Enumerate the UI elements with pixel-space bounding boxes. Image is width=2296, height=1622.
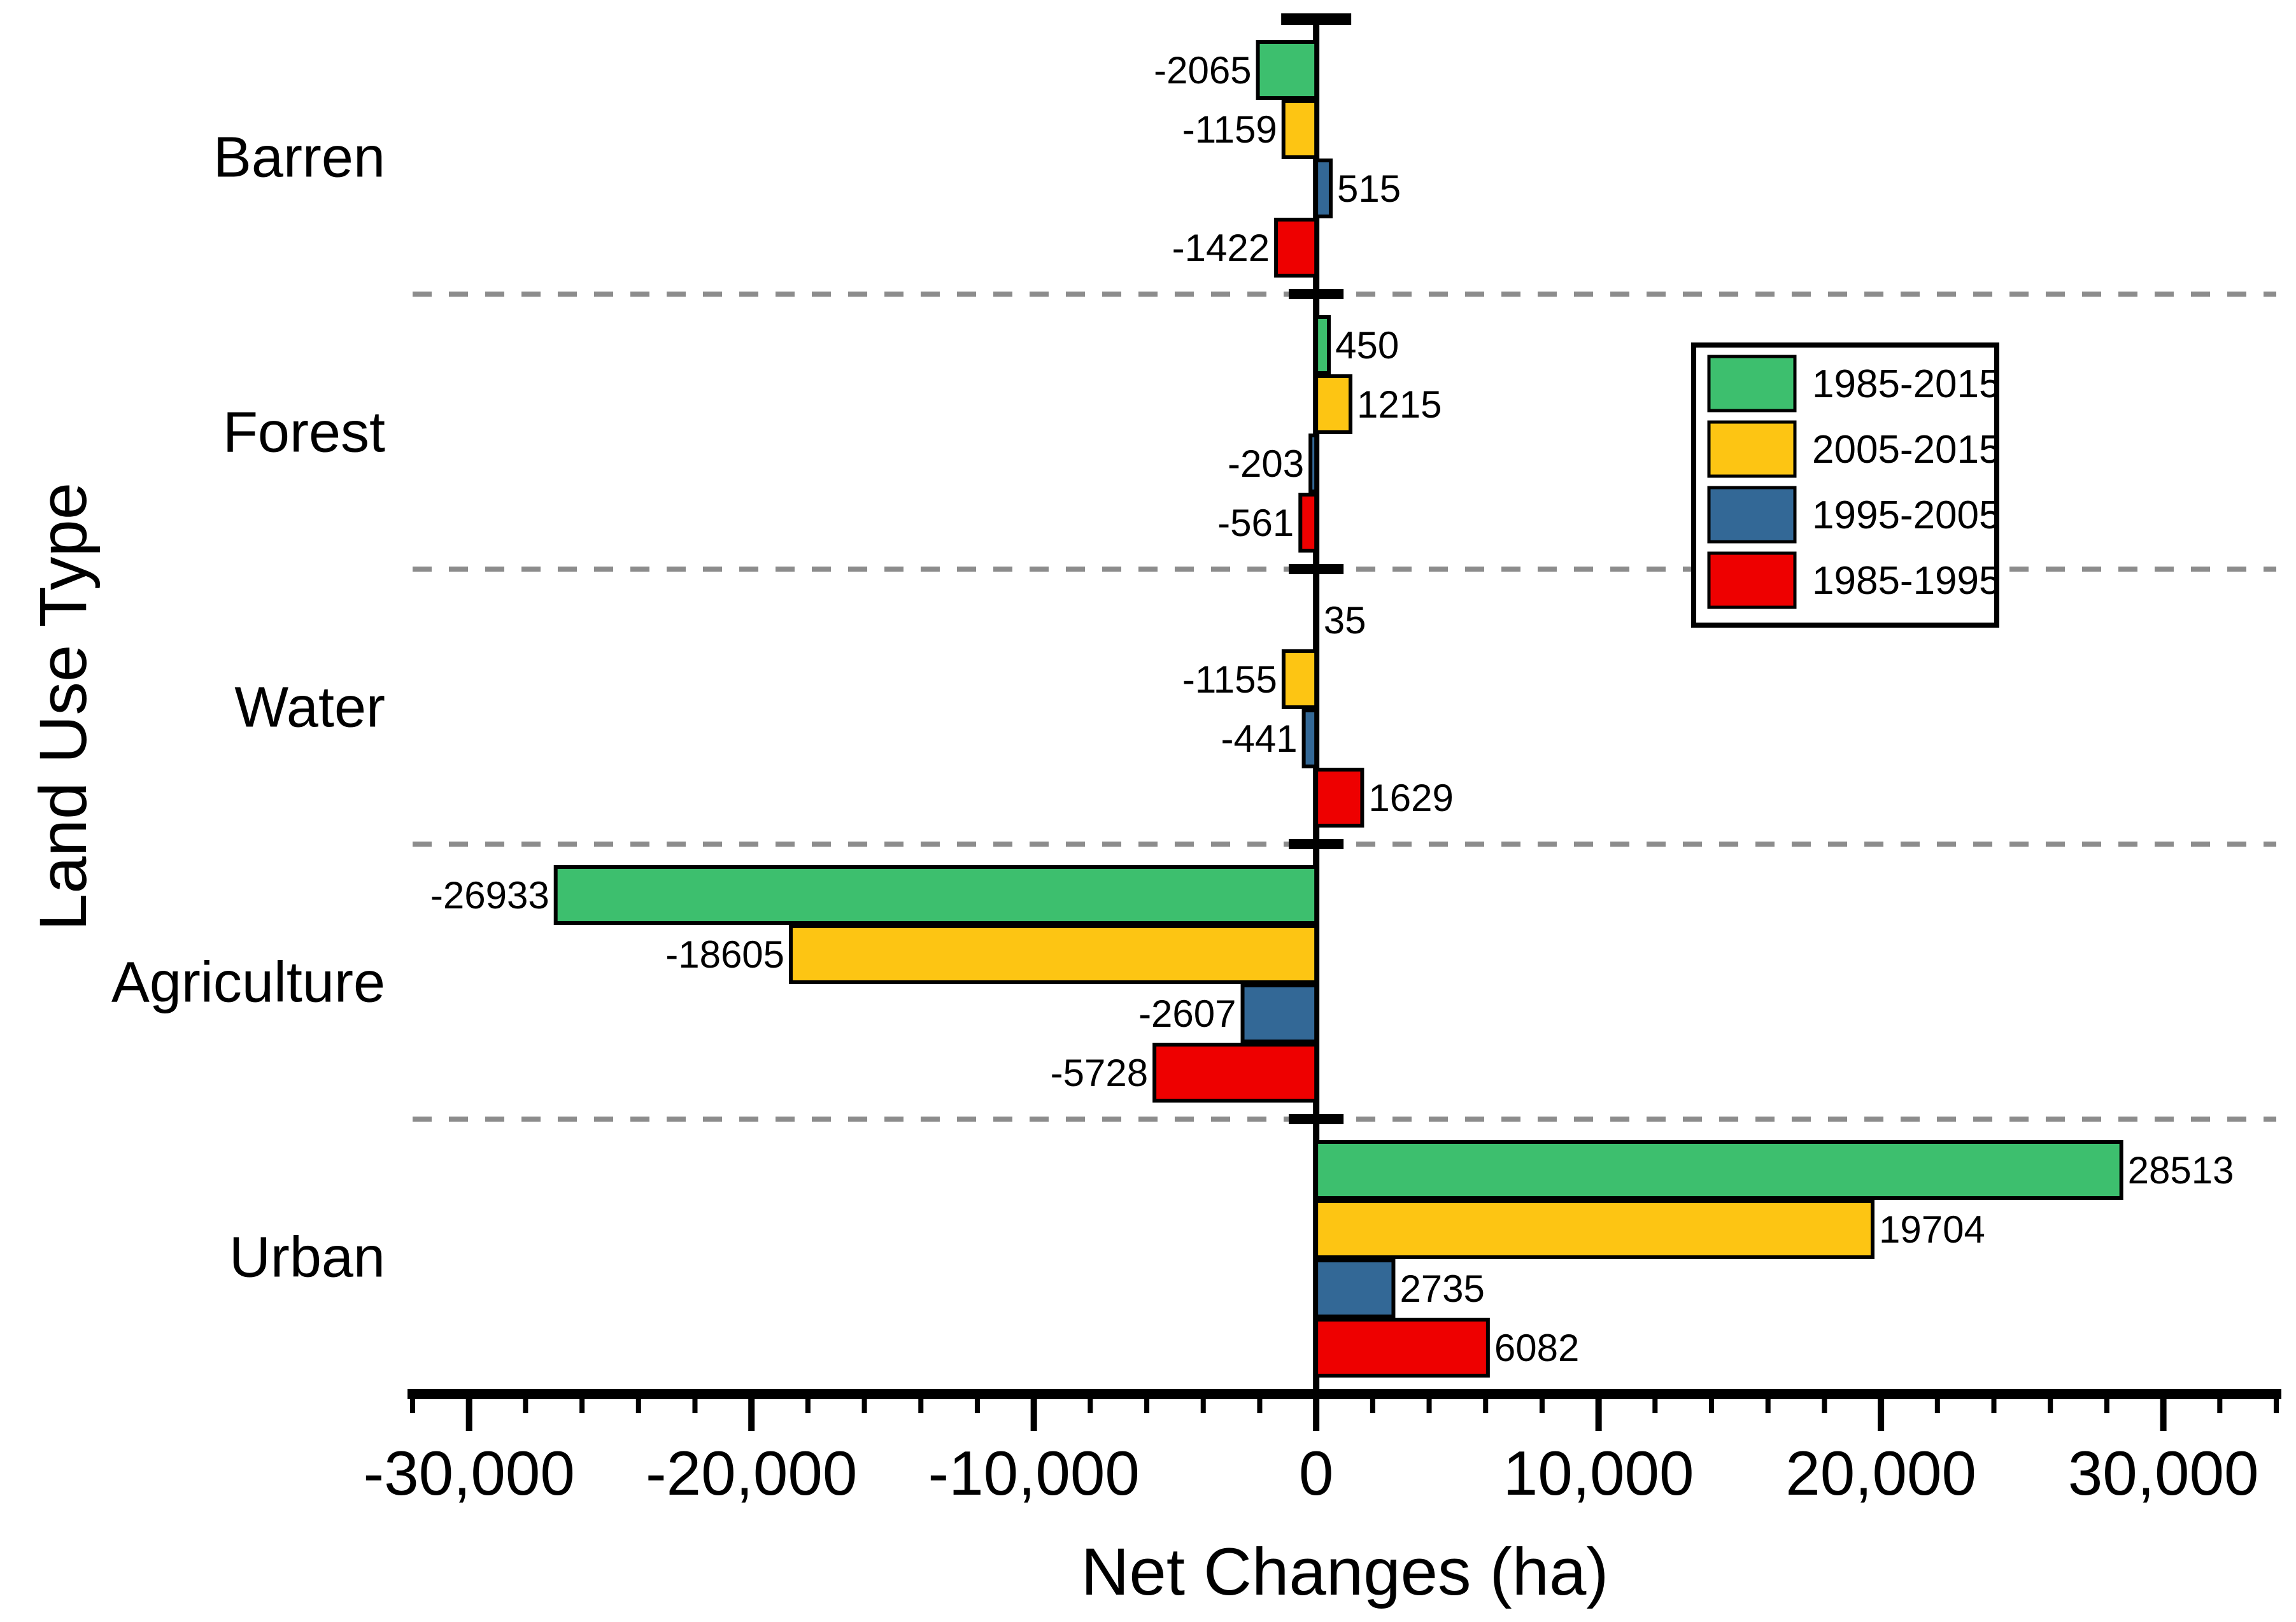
bar-value-label: -5728 xyxy=(1051,1052,1148,1094)
legend-swatch-1995-2005 xyxy=(1707,486,1797,544)
bar-value-label: 1629 xyxy=(1368,777,1453,819)
x-tick-label: 30,000 xyxy=(2068,1438,2259,1508)
category-label-agriculture: Agriculture xyxy=(111,951,385,1015)
bar-value-label: -1159 xyxy=(1182,108,1277,151)
bar-value-label: -1155 xyxy=(1182,658,1277,701)
bar-water-1985-2015 xyxy=(1314,590,1319,650)
bar-value-label: -18605 xyxy=(665,933,784,976)
bar-urban-2005-2015 xyxy=(1314,1199,1874,1259)
zero-axis-group-tick xyxy=(1289,839,1344,849)
bar-value-label: -561 xyxy=(1217,502,1294,544)
y-axis-title: Land Use Type xyxy=(26,483,101,931)
bar-value-label: 1215 xyxy=(1357,383,1442,426)
legend-label-1995-2005: 1995-2005 xyxy=(1812,493,2001,537)
bar-agriculture-1985-2015 xyxy=(553,865,1319,925)
zero-axis-group-tick xyxy=(1289,1114,1344,1124)
legend-label-1985-1995: 1985-1995 xyxy=(1812,559,2001,603)
bar-forest-1995-2005 xyxy=(1308,434,1319,493)
legend-swatch-2005-2015 xyxy=(1707,420,1797,478)
bar-value-label: 6082 xyxy=(1494,1327,1579,1369)
bar-agriculture-2005-2015 xyxy=(789,924,1319,984)
bar-barren-1985-1995 xyxy=(1274,218,1319,278)
bar-value-label: 35 xyxy=(1324,599,1366,642)
bar-forest-2005-2015 xyxy=(1314,374,1353,434)
bar-water-1995-2005 xyxy=(1301,709,1319,768)
x-tick-label: -30,000 xyxy=(364,1438,575,1508)
bar-value-label: -441 xyxy=(1221,717,1298,760)
x-tick-label: 20,000 xyxy=(1785,1438,1976,1508)
zero-axis-group-tick xyxy=(1289,564,1344,574)
bar-value-label: -203 xyxy=(1228,442,1304,485)
category-label-water: Water xyxy=(234,676,385,740)
category-label-urban: Urban xyxy=(229,1226,385,1290)
bar-forest-1985-2015 xyxy=(1314,315,1331,375)
x-tick-label: -10,000 xyxy=(928,1438,1139,1508)
x-tick-label: -20,000 xyxy=(646,1438,857,1508)
x-tick-label: 10,000 xyxy=(1503,1438,1694,1508)
bar-value-label: -26933 xyxy=(430,874,549,917)
x-tick-label: 0 xyxy=(1299,1438,1334,1508)
bar-barren-1985-2015 xyxy=(1256,40,1319,100)
bar-value-label: -2607 xyxy=(1138,992,1236,1035)
legend-label-1985-2015: 1985-2015 xyxy=(1812,362,2001,406)
bar-value-label: 2735 xyxy=(1400,1267,1484,1310)
category-label-forest: Forest xyxy=(223,401,385,465)
bar-value-label: 515 xyxy=(1337,167,1401,210)
bar-agriculture-1995-2005 xyxy=(1240,984,1319,1043)
bar-value-label: -1422 xyxy=(1172,227,1270,269)
bar-value-label: 19704 xyxy=(1879,1208,1985,1251)
bar-urban-1985-1995 xyxy=(1314,1318,1490,1378)
bar-value-label: -2065 xyxy=(1154,49,1251,92)
bar-water-1985-1995 xyxy=(1314,768,1364,828)
bar-barren-1995-2005 xyxy=(1314,159,1333,218)
bar-forest-1985-1995 xyxy=(1298,493,1319,553)
zero-axis-end-cap xyxy=(1281,13,1352,25)
bar-agriculture-1985-1995 xyxy=(1152,1043,1319,1103)
bar-barren-2005-2015 xyxy=(1281,99,1319,159)
zero-axis-group-tick xyxy=(1289,289,1344,299)
legend-swatch-1985-2015 xyxy=(1707,355,1797,413)
bar-value-label: 28513 xyxy=(2128,1149,2234,1192)
legend-swatch-1985-1995 xyxy=(1707,551,1797,609)
category-label-barren: Barren xyxy=(213,126,385,190)
bar-urban-1985-2015 xyxy=(1314,1140,2123,1200)
bar-water-2005-2015 xyxy=(1281,649,1319,709)
bar-urban-1995-2005 xyxy=(1314,1259,1396,1318)
x-axis-title: Net Changes (ha) xyxy=(1081,1535,1609,1609)
bar-value-label: 450 xyxy=(1335,324,1399,367)
legend-label-2005-2015: 2005-2015 xyxy=(1812,428,2001,472)
